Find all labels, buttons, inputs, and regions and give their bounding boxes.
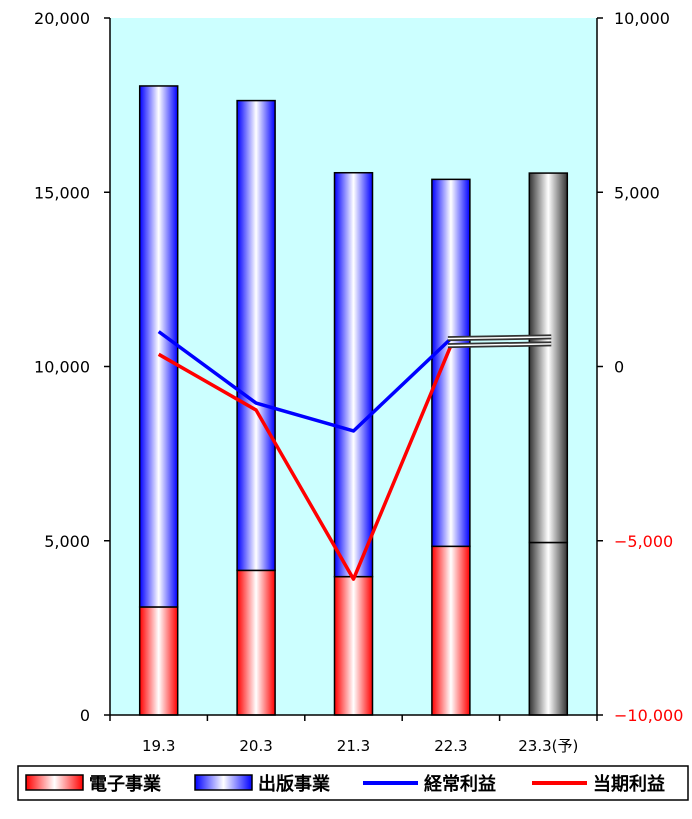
bar-electronic-1 (236, 569, 276, 716)
x-tick-label: 22.3 (434, 737, 467, 755)
right-tick-label: 10,000 (614, 9, 670, 28)
legend-swatch-0 (25, 774, 84, 791)
right-tick-label: 0 (614, 358, 624, 377)
legend-label-2: 経常利益 (424, 773, 496, 795)
bar-publishing-2 (333, 171, 374, 578)
right-tick-label: −10,000 (614, 706, 683, 725)
legend: 電子事業 出版事業 経常利益 当期利益 (17, 765, 689, 801)
bar-publishing-0 (138, 85, 179, 608)
left-tick-label: 15,000 (34, 183, 90, 202)
left-tick-label: 0 (80, 706, 90, 725)
lines-group (157, 330, 552, 581)
bar-electronic-0 (138, 606, 179, 716)
line-net-profit (157, 344, 453, 581)
legend-swatch-1 (194, 774, 253, 791)
left-tick-label: 20,000 (34, 9, 90, 28)
bar-publishing-4 (528, 172, 569, 544)
bar-publishing-3 (431, 178, 471, 548)
x-tick-label: 23.3(予) (518, 737, 578, 755)
x-tick-label: 21.3 (337, 737, 370, 755)
bars-group (138, 85, 569, 716)
legend-label-1: 出版事業 (258, 773, 331, 795)
axes-group: 0 5,000 10,000 15,000 20,000 −10,000 −5,000 0 5,… (34, 9, 683, 755)
x-tick-label: 19.3 (142, 737, 175, 755)
left-tick-label: 5,000 (44, 532, 90, 551)
forecast-segment-inner-0 (447, 336, 552, 340)
bar-electronic-2 (333, 575, 374, 716)
legend-label-3: 当期利益 (593, 773, 665, 795)
legend-label-0: 電子事業 (89, 773, 162, 795)
bar-electronic-3 (431, 545, 471, 716)
line-ordinary-profit (157, 330, 453, 433)
bar-electronic-4 (528, 541, 569, 716)
forecast-segment-inner-1 (447, 343, 552, 347)
right-tick-label: 5,000 (614, 183, 660, 202)
right-tick-label: −5,000 (614, 532, 673, 551)
x-tick-label: 20.3 (239, 737, 272, 755)
bar-publishing-1 (236, 99, 276, 572)
left-tick-label: 10,000 (34, 358, 90, 377)
